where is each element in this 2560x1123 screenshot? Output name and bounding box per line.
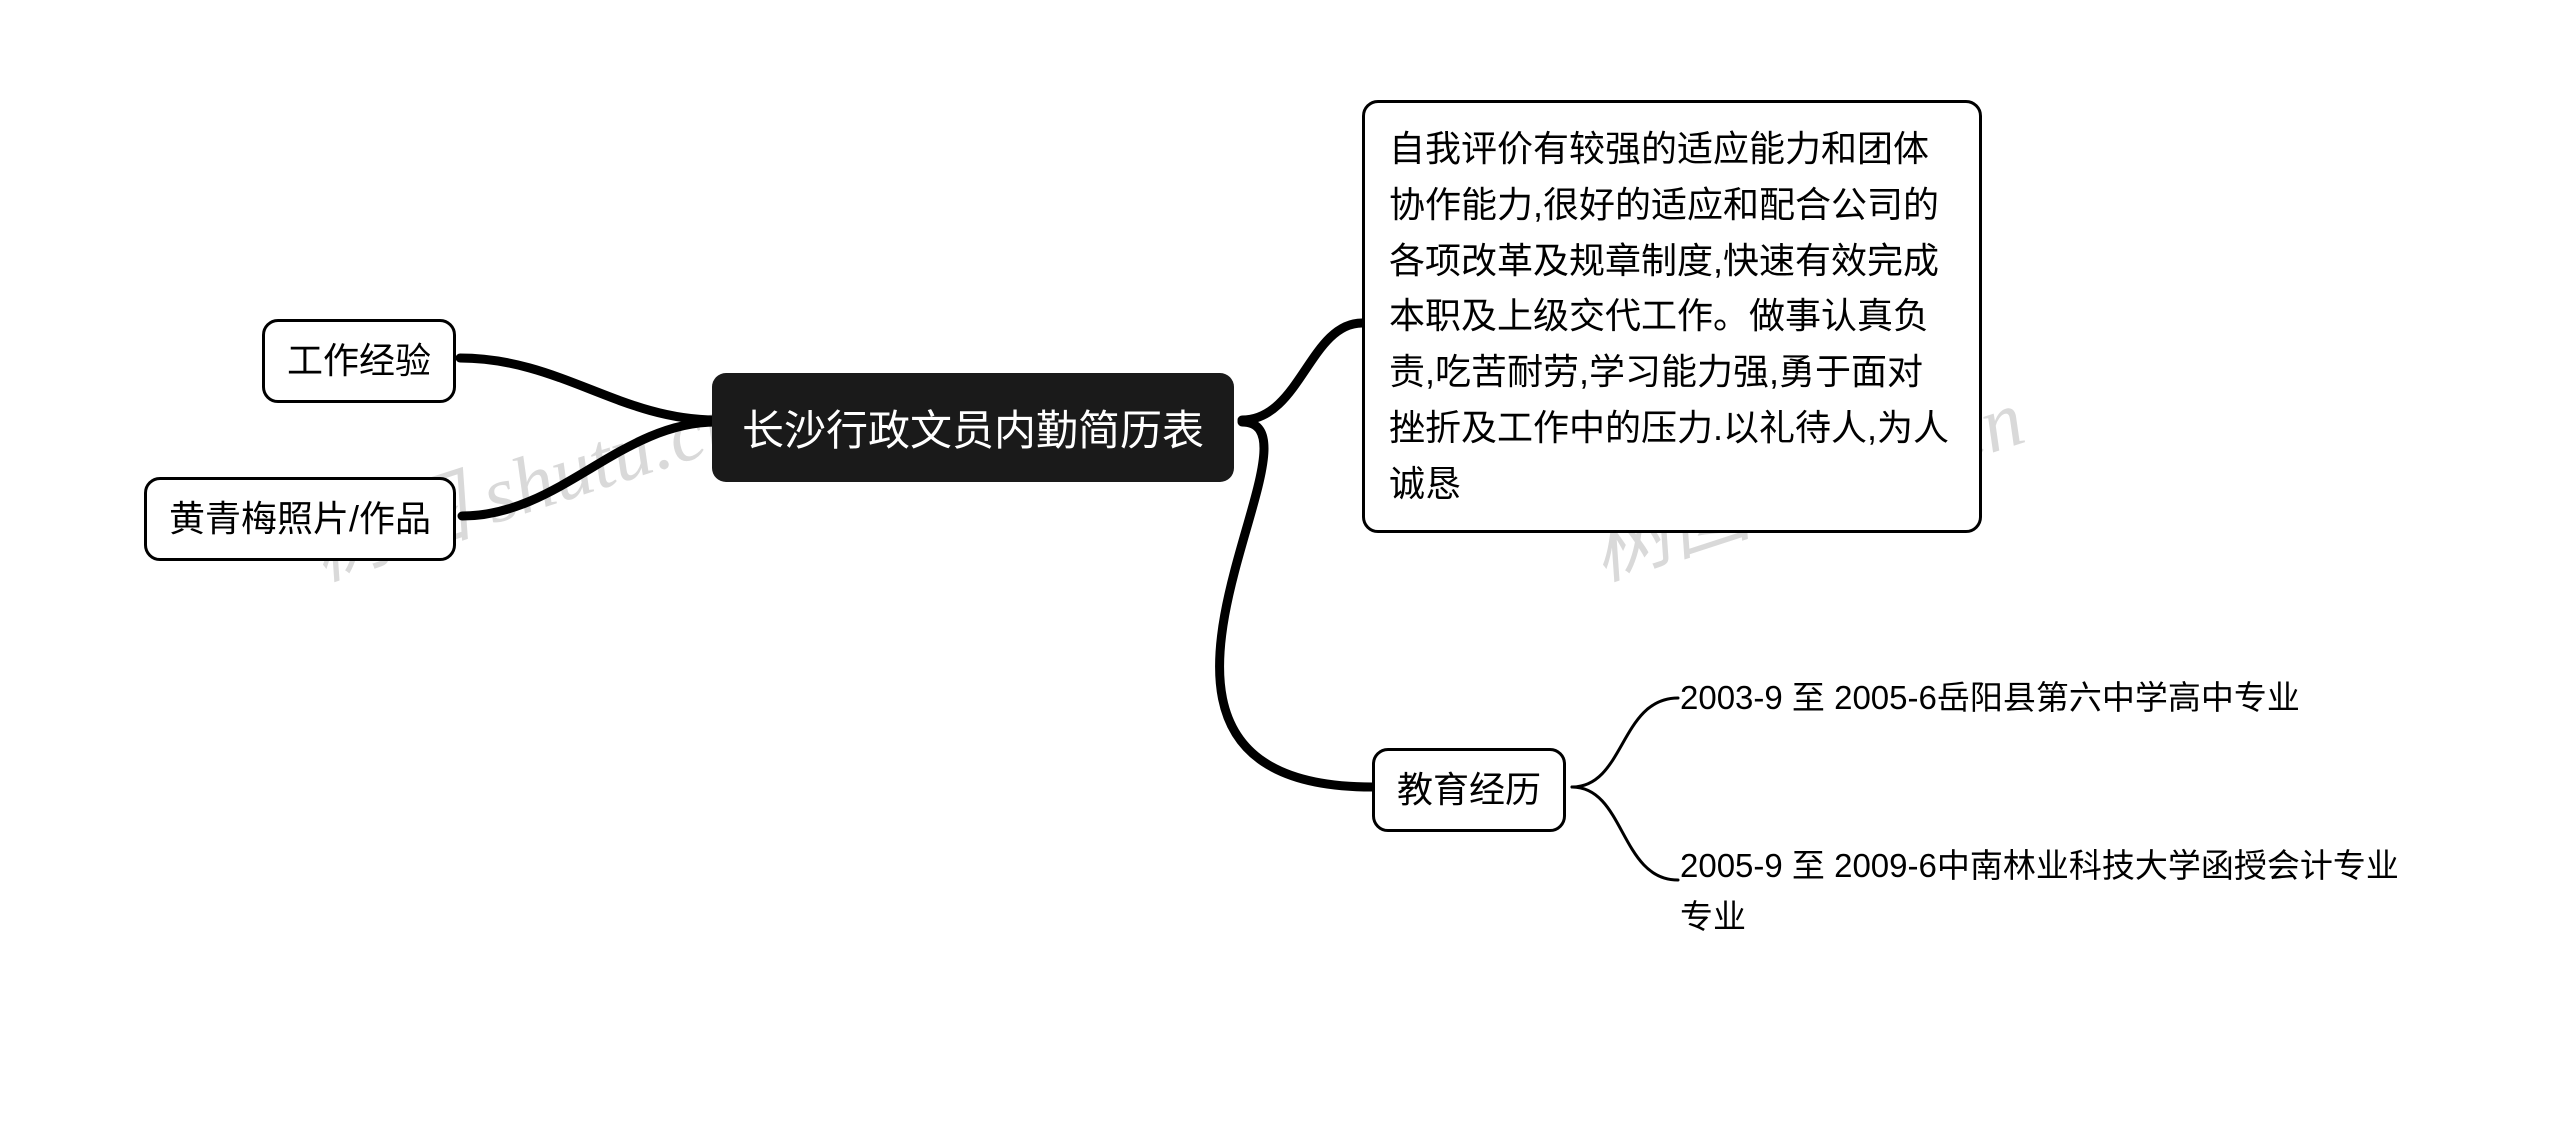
mindmap-root: 长沙行政文员内勤简历表 bbox=[712, 373, 1234, 482]
leaf-education-2: 2005-9 至 2009-6中南林业科技大学函授会计专业专业 bbox=[1680, 840, 2400, 942]
node-work-experience: 工作经验 bbox=[262, 319, 456, 403]
node-self-evaluation: 自我评价有较强的适应能力和团体协作能力,很好的适应和配合公司的各项改革及规章制度… bbox=[1362, 100, 1982, 533]
node-education: 教育经历 bbox=[1372, 748, 1566, 832]
mindmap-connectors bbox=[0, 0, 2560, 1123]
leaf-education-1: 2003-9 至 2005-6岳阳县第六中学高中专业 bbox=[1680, 672, 2300, 723]
node-photos-works: 黄青梅照片/作品 bbox=[144, 477, 456, 561]
